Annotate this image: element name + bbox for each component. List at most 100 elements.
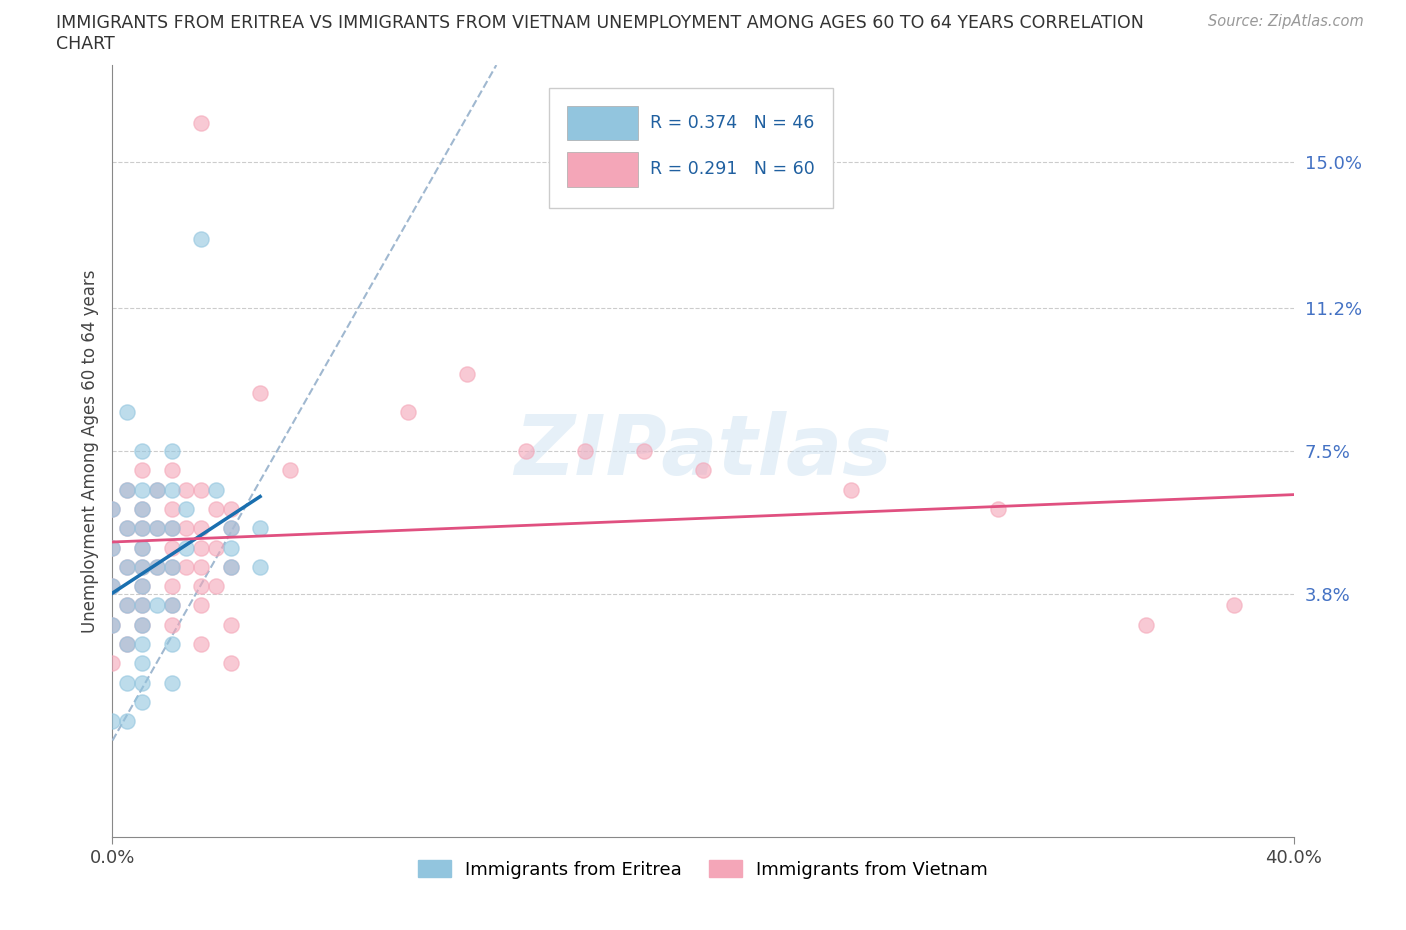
Point — [160, 559, 183, 574]
Point — [117, 405, 138, 420]
Point — [131, 618, 153, 632]
Point — [205, 501, 228, 516]
Point — [117, 482, 138, 497]
Point — [692, 463, 714, 478]
Point — [146, 559, 169, 574]
Point — [101, 540, 124, 555]
Point — [190, 637, 212, 652]
Point — [249, 386, 271, 401]
Legend: Immigrants from Eritrea, Immigrants from Vietnam: Immigrants from Eritrea, Immigrants from… — [411, 853, 995, 886]
Text: R = 0.291   N = 60: R = 0.291 N = 60 — [650, 160, 814, 179]
Point — [117, 637, 138, 652]
Point — [117, 521, 138, 536]
Point — [219, 501, 242, 516]
Point — [160, 444, 183, 458]
Point — [117, 521, 138, 536]
Text: ZIPatlas: ZIPatlas — [515, 410, 891, 492]
Point — [160, 637, 183, 652]
Point — [101, 578, 124, 593]
Point — [515, 444, 537, 458]
Point — [131, 675, 153, 690]
Point — [219, 656, 242, 671]
Point — [131, 598, 153, 613]
Point — [101, 578, 124, 593]
Point — [174, 482, 197, 497]
Point — [146, 521, 169, 536]
Point — [190, 115, 212, 130]
FancyBboxPatch shape — [550, 88, 832, 208]
Point — [131, 540, 153, 555]
Point — [146, 521, 169, 536]
Point — [219, 521, 242, 536]
Point — [101, 501, 124, 516]
Text: R = 0.374   N = 46: R = 0.374 N = 46 — [650, 114, 814, 132]
Text: IMMIGRANTS FROM ERITREA VS IMMIGRANTS FROM VIETNAM UNEMPLOYMENT AMONG AGES 60 TO: IMMIGRANTS FROM ERITREA VS IMMIGRANTS FR… — [56, 14, 1144, 32]
Point — [219, 540, 242, 555]
Point — [219, 618, 242, 632]
Point — [160, 675, 183, 690]
Point — [456, 366, 478, 381]
FancyBboxPatch shape — [567, 152, 638, 187]
Point — [219, 521, 242, 536]
Point — [101, 618, 124, 632]
Point — [249, 521, 271, 536]
Point — [101, 656, 124, 671]
Point — [205, 578, 228, 593]
Point — [205, 540, 228, 555]
Point — [160, 598, 183, 613]
Point — [1223, 598, 1246, 613]
Point — [174, 521, 197, 536]
Point — [131, 521, 153, 536]
Point — [101, 501, 124, 516]
Point — [190, 559, 212, 574]
Point — [117, 559, 138, 574]
Point — [160, 559, 183, 574]
Point — [190, 521, 212, 536]
Point — [131, 482, 153, 497]
Point — [249, 559, 271, 574]
Point — [131, 695, 153, 710]
Y-axis label: Unemployment Among Ages 60 to 64 years: Unemployment Among Ages 60 to 64 years — [80, 270, 98, 632]
Point — [117, 637, 138, 652]
Point — [101, 618, 124, 632]
Point — [131, 444, 153, 458]
Point — [160, 598, 183, 613]
Point — [190, 232, 212, 246]
Point — [278, 463, 301, 478]
Point — [117, 675, 138, 690]
Point — [131, 637, 153, 652]
Point — [190, 578, 212, 593]
Point — [131, 598, 153, 613]
Point — [131, 578, 153, 593]
Text: Source: ZipAtlas.com: Source: ZipAtlas.com — [1208, 14, 1364, 29]
Point — [160, 501, 183, 516]
Point — [131, 559, 153, 574]
Point — [146, 598, 169, 613]
Point — [219, 559, 242, 574]
Point — [131, 463, 153, 478]
Point — [131, 540, 153, 555]
Point — [131, 501, 153, 516]
Point — [131, 559, 153, 574]
Point — [131, 501, 153, 516]
Point — [160, 463, 183, 478]
Point — [174, 501, 197, 516]
Point — [160, 482, 183, 497]
Point — [117, 598, 138, 613]
Point — [174, 540, 197, 555]
Point — [146, 482, 169, 497]
Point — [205, 482, 228, 497]
Point — [117, 482, 138, 497]
Text: CHART: CHART — [56, 35, 115, 53]
Point — [1135, 618, 1157, 632]
Point — [219, 559, 242, 574]
Point — [190, 598, 212, 613]
Point — [146, 559, 169, 574]
Point — [117, 714, 138, 729]
Point — [131, 618, 153, 632]
Point — [131, 578, 153, 593]
Point — [160, 618, 183, 632]
FancyBboxPatch shape — [567, 106, 638, 140]
Point — [160, 578, 183, 593]
Point — [190, 482, 212, 497]
